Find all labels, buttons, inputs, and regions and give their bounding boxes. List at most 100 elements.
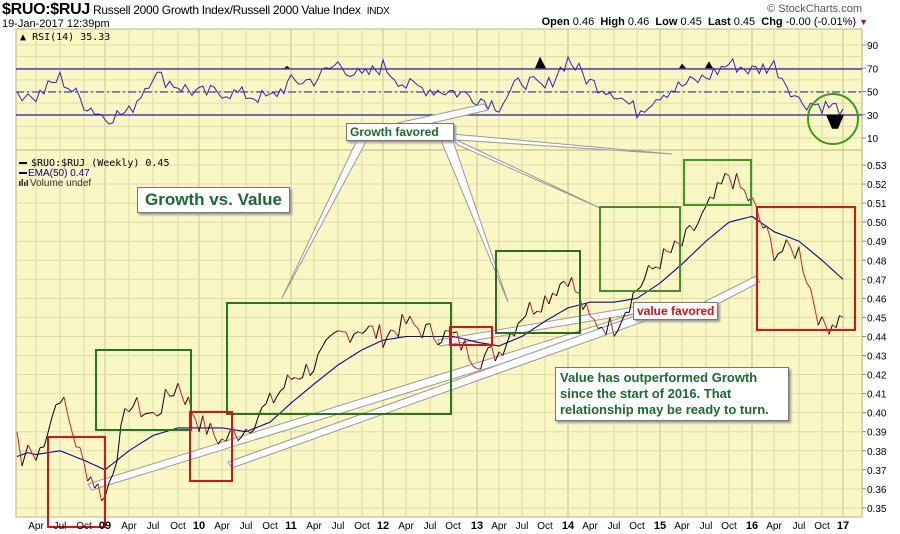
volume-bars-icon	[19, 179, 28, 186]
commentary-note: Value has outperformed Growth since the …	[555, 367, 789, 421]
low-label: Low	[655, 16, 678, 28]
svg-text:Oct: Oct	[629, 521, 645, 532]
svg-text:0.40: 0.40	[867, 409, 887, 420]
svg-text:0.42: 0.42	[867, 371, 887, 382]
svg-text:09: 09	[99, 520, 111, 532]
svg-text:Apr: Apr	[674, 521, 690, 532]
note-line-1: Value has outperformed Growth	[560, 370, 758, 385]
price-legend: $RUO:$RUJ (Weekly) 0.45 EMA(50) 0.47 Vol…	[19, 158, 169, 189]
svg-text:Oct: Oct	[76, 521, 92, 532]
svg-text:15: 15	[654, 520, 666, 532]
note-line-2: since the start of 2016. That	[560, 386, 732, 401]
rsi-extreme-fills	[284, 56, 844, 129]
svg-text:0.46: 0.46	[867, 294, 887, 305]
svg-text:Jul: Jul	[793, 521, 806, 532]
growth-boxes	[95, 159, 752, 431]
brand-label: © StockCharts.com	[767, 3, 862, 15]
rsi-y-axis: 90 70 50 30 10	[862, 41, 879, 145]
svg-text:Apr: Apr	[582, 521, 598, 532]
oversold-circle-annotation	[807, 93, 859, 145]
svg-text:0.50: 0.50	[867, 218, 887, 229]
grid-lines	[16, 29, 862, 517]
note-line-3: relationship may be ready to turn.	[560, 402, 769, 417]
chg-value: -0.00 (-0.01%)	[785, 16, 857, 28]
exchange: INDX	[366, 6, 390, 17]
svg-text:0.45: 0.45	[867, 313, 887, 324]
svg-text:Jul: Jul	[147, 521, 160, 532]
svg-text:0.37: 0.37	[867, 466, 887, 477]
svg-text:Apr: Apr	[398, 521, 414, 532]
last-value: 0.45	[733, 16, 756, 28]
price-y-axis: 0.53 0.52 0.51 0.50 0.49 0.48 0.47 0.46 0.45 0.44…	[862, 161, 887, 515]
svg-text:Oct: Oct	[814, 521, 830, 532]
symbol: $RUO:$RUJ	[2, 1, 90, 18]
svg-text:0.43: 0.43	[867, 352, 887, 363]
rsi-label: ▲ RSI(14) 35.33	[20, 32, 110, 43]
x-axis: Apr Jul Oct 09 Apr Jul Oct 10 Apr Jul Oct 11 Apr Jul O…	[28, 520, 849, 532]
index-name: Russell 2000 Growth Index/Russell 2000 V…	[93, 3, 361, 17]
svg-text:Jul: Jul	[54, 521, 67, 532]
svg-text:Jul: Jul	[608, 521, 621, 532]
ema-line	[16, 215, 844, 471]
svg-text:12: 12	[377, 520, 389, 532]
svg-text:0.38: 0.38	[867, 447, 887, 458]
svg-text:0.36: 0.36	[867, 485, 887, 496]
price-line	[16, 172, 844, 502]
svg-text:0.35: 0.35	[867, 504, 887, 515]
chg-label: Chg	[761, 16, 783, 28]
svg-text:0.52: 0.52	[867, 180, 887, 191]
chart-date: 19-Jan-2017 12:39pm	[2, 18, 110, 30]
svg-text:Apr: Apr	[491, 521, 507, 532]
callout-pointers	[87, 103, 761, 491]
legend-ema: EMA(50) 0.47	[28, 168, 90, 179]
svg-text:0.39: 0.39	[867, 428, 887, 439]
svg-text:10: 10	[193, 520, 205, 532]
svg-text:Apr: Apr	[121, 521, 137, 532]
growth-vs-value-title: Growth vs. Value	[137, 187, 290, 213]
svg-text:50: 50	[867, 88, 879, 99]
svg-text:Oct: Oct	[445, 521, 461, 532]
svg-text:0.53: 0.53	[867, 161, 887, 172]
rsi-line	[16, 55, 844, 125]
svg-text:Apr: Apr	[306, 521, 322, 532]
low-value: 0.45	[680, 16, 702, 28]
legend-volume: Volume undef	[30, 178, 91, 189]
svg-text:Apr: Apr	[766, 521, 782, 532]
svg-text:0.51: 0.51	[867, 199, 887, 210]
svg-text:Oct: Oct	[537, 521, 553, 532]
last-label: Last	[708, 16, 731, 28]
high-value: 0.46	[627, 16, 650, 28]
svg-text:Apr: Apr	[28, 521, 44, 532]
value-boxes	[47, 206, 856, 528]
open-value: 0.46	[572, 16, 595, 28]
svg-text:70: 70	[867, 64, 879, 75]
svg-text:0.49: 0.49	[867, 237, 887, 248]
svg-text:0.48: 0.48	[867, 256, 887, 267]
svg-text:Oct: Oct	[354, 521, 370, 532]
svg-text:Jul: Jul	[516, 521, 529, 532]
mountain-icon: ▲	[20, 32, 26, 43]
svg-text:30: 30	[867, 111, 879, 122]
svg-text:90: 90	[867, 41, 879, 52]
svg-text:Oct: Oct	[170, 521, 186, 532]
growth-favored-label: Growth favored	[346, 123, 454, 141]
svg-text:Jul: Jul	[240, 521, 253, 532]
svg-text:14: 14	[562, 520, 575, 532]
high-label: High	[600, 16, 625, 28]
svg-text:0.41: 0.41	[867, 390, 887, 401]
ohlc-summary: Open 0.46 High 0.46 Low 0.45 Last 0.45 C…	[542, 16, 868, 28]
open-label: Open	[541, 16, 570, 28]
symbol-title: $RUO:$RUJ Russell 2000 Growth Index/Russe…	[2, 1, 390, 19]
svg-text:Apr: Apr	[214, 521, 230, 532]
svg-text:10: 10	[867, 134, 879, 145]
svg-text:16: 16	[746, 520, 758, 532]
svg-text:Oct: Oct	[721, 521, 737, 532]
svg-text:11: 11	[285, 520, 297, 532]
svg-text:0.44: 0.44	[867, 332, 887, 343]
svg-text:13: 13	[471, 520, 483, 532]
svg-text:17: 17	[837, 520, 849, 532]
value-favored-label: value favored	[633, 302, 719, 320]
svg-text:Jul: Jul	[332, 521, 345, 532]
svg-text:Oct: Oct	[262, 521, 278, 532]
